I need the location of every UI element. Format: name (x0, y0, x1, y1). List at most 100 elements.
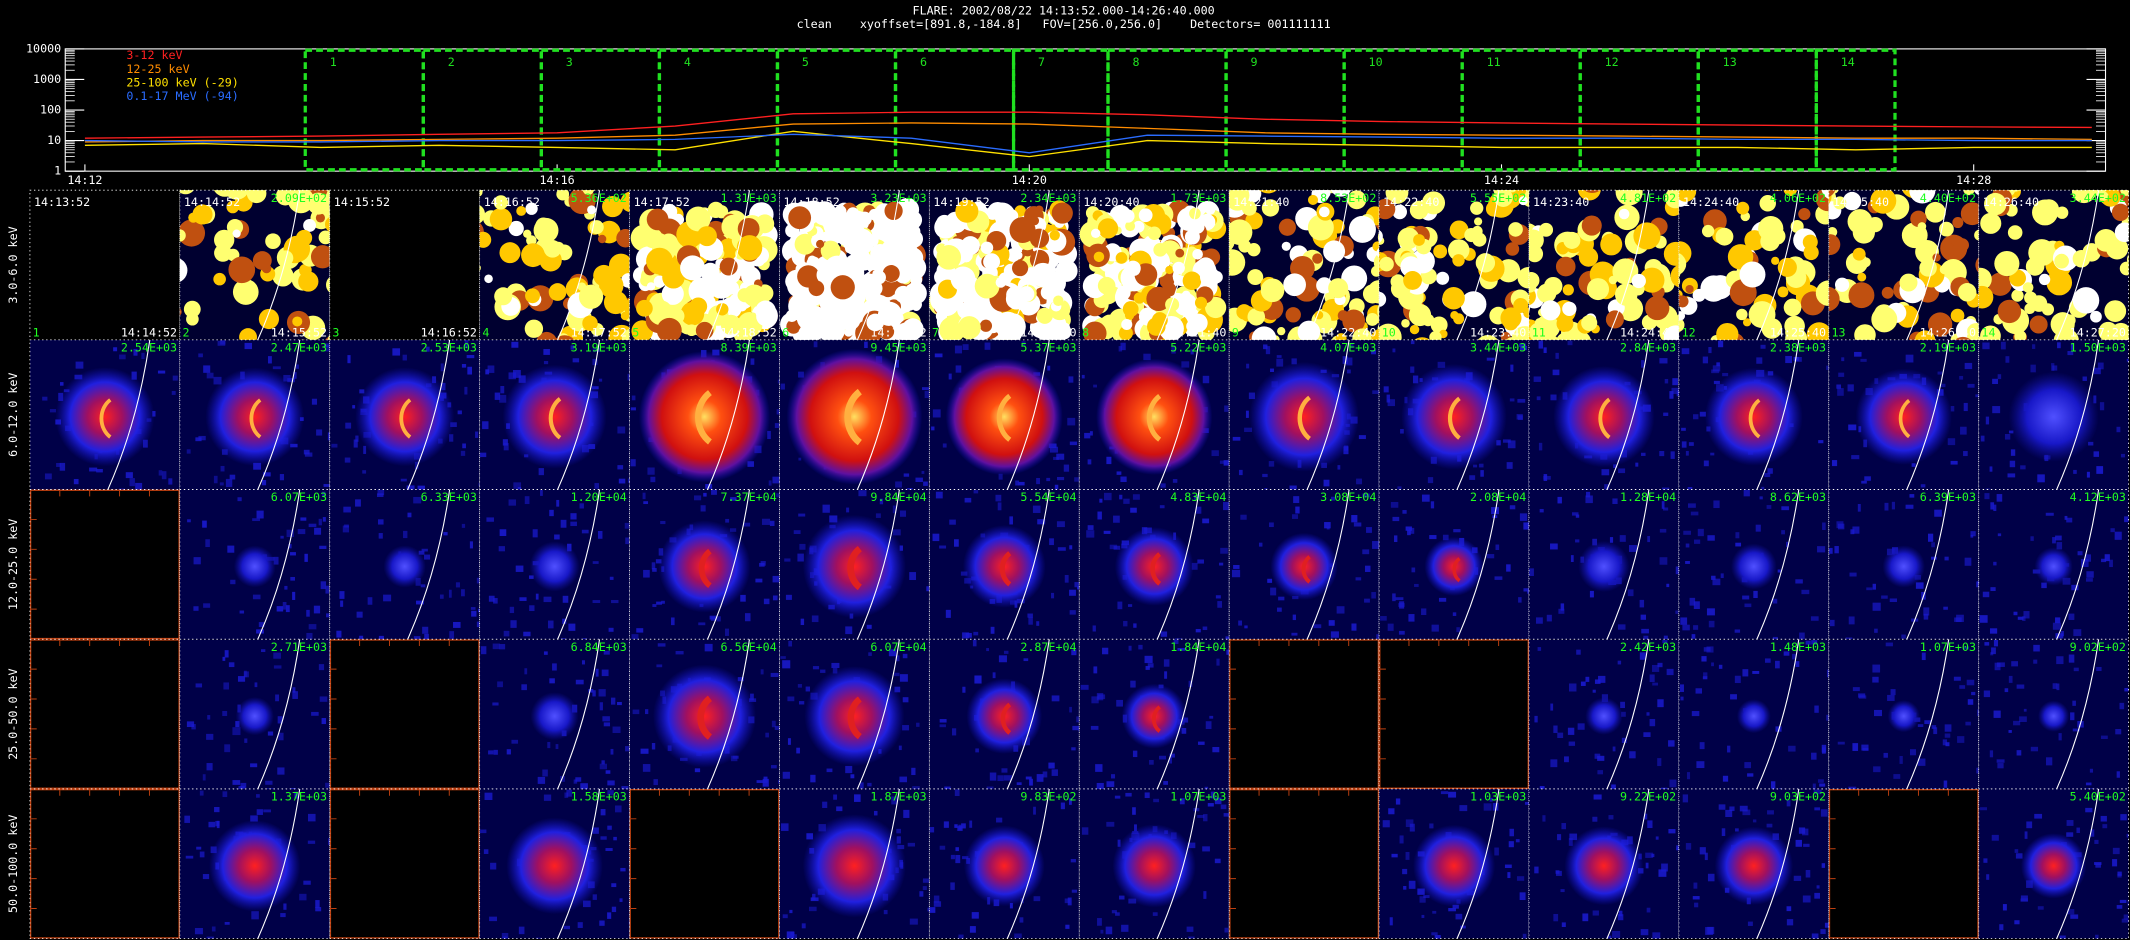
source (802, 514, 907, 619)
noise (1015, 480, 1019, 486)
emission (1379, 291, 1387, 307)
noise (1681, 441, 1687, 448)
noise (215, 820, 220, 827)
noise (300, 517, 307, 521)
emission (1471, 225, 1483, 237)
noise (1232, 436, 1241, 441)
noise (1592, 689, 1596, 693)
emission (1998, 190, 2003, 191)
noise (414, 461, 419, 470)
noise (292, 691, 298, 699)
noise (1649, 718, 1656, 727)
emission (1165, 297, 1180, 312)
noise (1067, 417, 1076, 426)
noise (645, 709, 649, 715)
noise (1226, 649, 1230, 655)
emission (1238, 239, 1252, 253)
emission (2007, 225, 2023, 240)
emission (1528, 190, 1530, 194)
image-cell: 1.87E+03 (779, 788, 930, 940)
noise (1722, 372, 1729, 377)
noise (1469, 475, 1476, 480)
emission (1857, 272, 1867, 282)
noise (859, 782, 864, 789)
noise (213, 376, 222, 385)
noise (187, 519, 191, 523)
emission (525, 288, 540, 304)
noise (660, 520, 666, 525)
noise (737, 677, 744, 682)
noise (1594, 679, 1601, 684)
noise (1680, 617, 1688, 625)
noise (798, 701, 805, 705)
noise (1097, 511, 1102, 520)
emission (1189, 313, 1208, 333)
noise (762, 778, 769, 787)
emission (808, 280, 825, 297)
emission (1517, 267, 1529, 289)
end-time: 14:27:20 (2070, 326, 2126, 340)
cell-image (29, 190, 180, 340)
noise (1390, 501, 1399, 508)
noise (570, 521, 577, 527)
cell-image (179, 788, 330, 939)
noise (782, 914, 788, 919)
noise (2085, 782, 2092, 786)
emission (820, 208, 842, 230)
noise (1561, 922, 1566, 927)
emission (1261, 199, 1280, 217)
emission (979, 319, 993, 332)
noise (562, 618, 567, 624)
noise (261, 480, 267, 486)
cell-image (29, 788, 180, 939)
noise (2097, 362, 2104, 370)
solar-limb (557, 489, 601, 640)
emission (1049, 230, 1060, 241)
solar-limb (1156, 190, 1200, 340)
noise (1953, 676, 1961, 681)
noise (942, 443, 947, 448)
noise (1994, 662, 2001, 671)
source (1553, 366, 1655, 468)
empty-cell (329, 639, 480, 789)
emission (1433, 244, 1448, 259)
column-index: 8 (1082, 326, 1089, 340)
emission (955, 199, 979, 223)
interval-box (1460, 48, 1582, 172)
noise (797, 553, 804, 562)
cell-border (329, 189, 481, 341)
noise (1529, 568, 1534, 576)
noise (172, 375, 178, 381)
noise (1553, 725, 1558, 734)
noise (355, 435, 359, 442)
noise (478, 482, 480, 487)
emission (1175, 248, 1185, 258)
emission (1352, 328, 1372, 340)
emission (934, 215, 957, 239)
emission (685, 324, 698, 337)
noise (2093, 451, 2100, 457)
noise (1661, 863, 1668, 872)
max-value: 6.56E+04 (721, 640, 777, 654)
noise (319, 696, 328, 702)
noise (899, 674, 908, 682)
noise (480, 646, 487, 655)
noise (1821, 863, 1826, 868)
solar-limb (1906, 639, 1950, 789)
noise (1964, 362, 1973, 370)
noise (1516, 876, 1525, 881)
noise (1238, 469, 1243, 476)
noise (1685, 843, 1692, 850)
image-cell: 4.83E+04 (1078, 489, 1230, 640)
noise (671, 617, 675, 626)
source (945, 358, 1063, 476)
noise (850, 774, 855, 779)
emission (1153, 242, 1168, 257)
noise (1669, 391, 1674, 399)
interval-box (893, 48, 1016, 172)
max-value: 8.62E+03 (1770, 490, 1826, 504)
emission (1133, 292, 1146, 304)
noise (1884, 502, 1889, 511)
noise (191, 724, 196, 730)
